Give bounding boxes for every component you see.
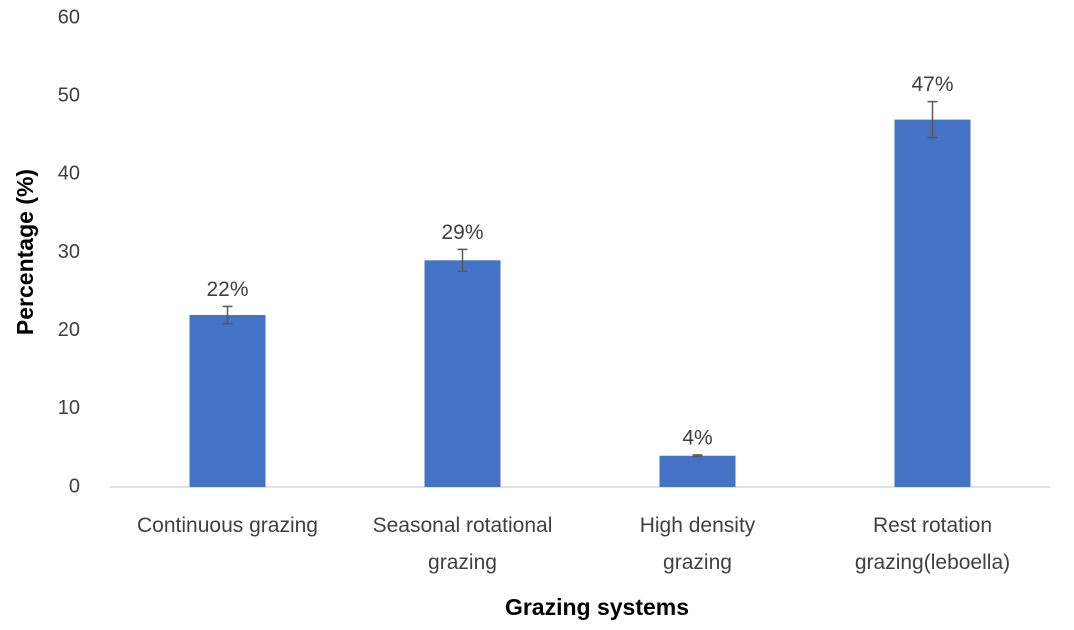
y-tick-label: 50	[58, 84, 80, 106]
data-label: 4%	[682, 426, 712, 449]
x-tick-label: Rest rotation grazing(leboella)	[854, 514, 1011, 574]
x-tick-label: High density grazing	[639, 514, 756, 574]
y-tick-label: 30	[58, 241, 80, 263]
data-label: 29%	[441, 221, 483, 244]
bar	[424, 260, 501, 487]
y-tick-label: 0	[69, 475, 80, 497]
bar	[189, 315, 266, 487]
data-label: 47%	[911, 73, 953, 96]
x-tick-label: Continuous grazing	[137, 514, 318, 537]
y-tick-label: 10	[58, 397, 80, 419]
y-axis-label: Percentage (%)	[12, 169, 38, 335]
error-bar	[692, 454, 703, 458]
bar	[659, 455, 736, 487]
x-axis-label: Grazing systems	[505, 594, 689, 620]
bar	[894, 119, 971, 487]
y-tick-label: 60	[58, 6, 80, 28]
error-bar	[927, 100, 938, 139]
y-tick-label: 20	[58, 319, 80, 341]
error-bar	[222, 305, 233, 325]
data-label: 22%	[206, 278, 248, 301]
x-tick-label: Seasonal rotational grazing	[372, 514, 553, 574]
y-tick-label: 40	[58, 163, 80, 185]
error-bar	[457, 248, 468, 273]
